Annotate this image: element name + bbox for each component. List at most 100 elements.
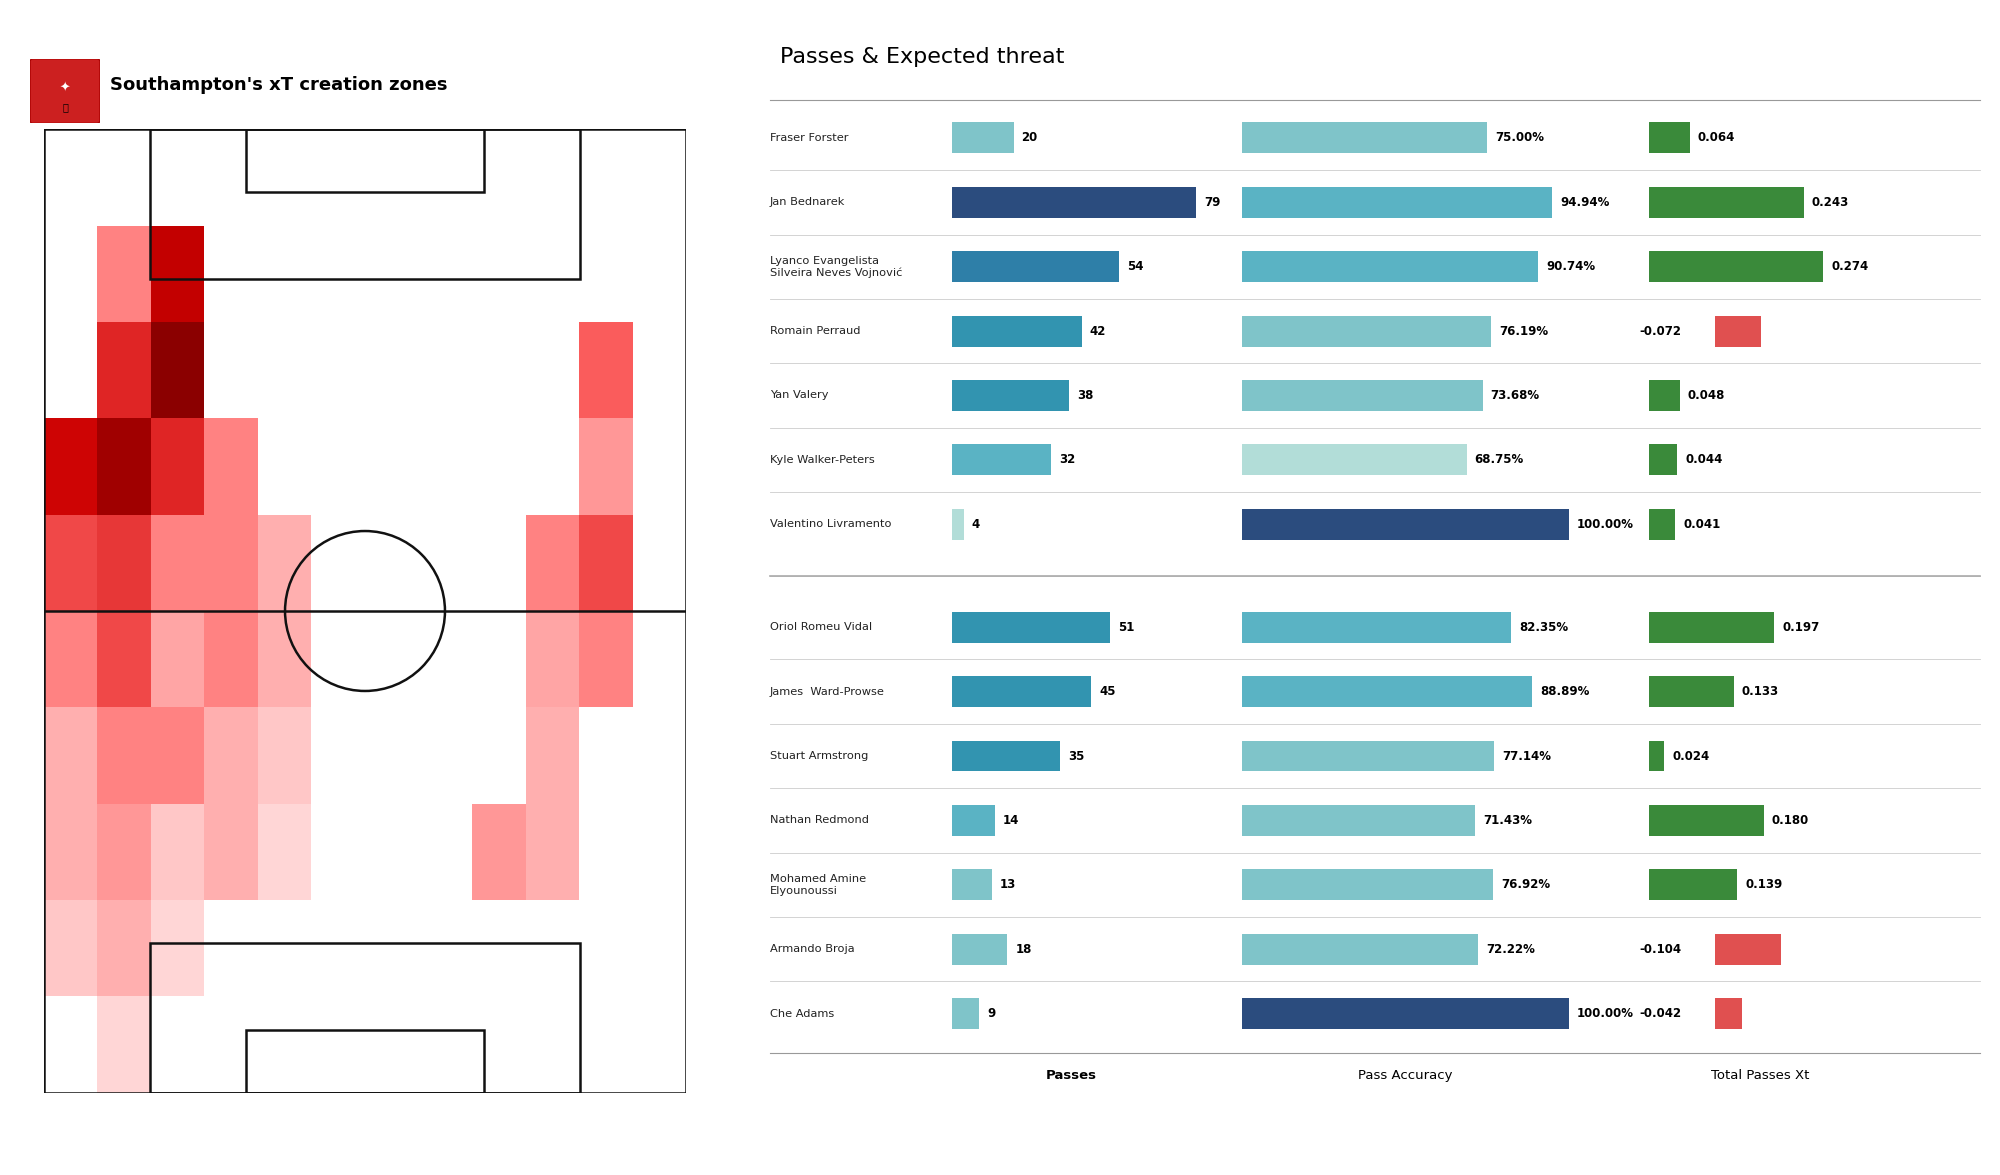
Bar [204,418,258,515]
Text: Fraser Forster: Fraser Forster [770,133,848,143]
Text: 88.89%: 88.89% [1540,685,1590,698]
Bar [258,804,312,900]
Text: 20: 20 [1022,132,1038,145]
Bar [150,226,204,322]
Bar [580,611,632,707]
Bar [150,611,204,707]
Text: -0.104: -0.104 [1640,942,1682,955]
Text: Armando Broja: Armando Broja [770,945,854,954]
Text: 14: 14 [1002,814,1020,827]
Bar [98,707,150,804]
Bar [44,804,98,900]
Text: 45: 45 [1100,685,1116,698]
Text: Stuart Armstrong: Stuart Armstrong [770,751,868,761]
Text: Valentino Livramento: Valentino Livramento [770,519,892,529]
Bar [204,611,258,707]
Text: 0.133: 0.133 [1742,685,1778,698]
Text: 68.75%: 68.75% [1474,454,1524,466]
Text: -0.072: -0.072 [1640,324,1682,337]
Text: 72.22%: 72.22% [1486,942,1534,955]
Text: 42: 42 [1090,324,1106,337]
Text: Jan Bednarek: Jan Bednarek [770,197,846,207]
Bar [150,944,580,1093]
Bar [204,804,258,900]
Bar [98,996,150,1093]
Text: Lyanco Evangelista
Silveira Neves Vojnović: Lyanco Evangelista Silveira Neves Vojnov… [770,256,902,277]
Bar [526,804,580,900]
Text: ✦: ✦ [60,81,70,94]
Bar [246,1030,484,1093]
Text: 76.92%: 76.92% [1502,878,1550,892]
Bar [150,804,204,900]
Bar [98,611,150,707]
Text: 35: 35 [1068,750,1084,763]
Text: Oriol Romeu Vidal: Oriol Romeu Vidal [770,623,872,632]
Text: 18: 18 [1016,942,1032,955]
Text: 0.044: 0.044 [1686,454,1722,466]
Text: 0.197: 0.197 [1782,620,1820,633]
Bar [580,322,632,418]
Text: 0.048: 0.048 [1688,389,1724,402]
Bar [580,418,632,515]
Text: Mohamed Amine
Elyounoussi: Mohamed Amine Elyounoussi [770,874,866,895]
Bar [98,226,150,322]
Text: Southampton's xT creation zones: Southampton's xT creation zones [110,75,448,94]
Text: James  Ward-Prowse: James Ward-Prowse [770,686,884,697]
Text: 90.74%: 90.74% [1546,260,1596,274]
Text: 4: 4 [972,518,980,531]
Bar [150,707,204,804]
Text: 0.139: 0.139 [1746,878,1782,892]
Text: 77.14%: 77.14% [1502,750,1550,763]
Bar [580,515,632,611]
Text: Passes & Expected threat: Passes & Expected threat [780,47,1064,67]
Bar [150,129,580,278]
Bar [204,707,258,804]
Text: 9: 9 [988,1007,996,1020]
Text: Total Passes Xt: Total Passes Xt [1710,1068,1808,1082]
Bar [44,611,98,707]
Bar [150,322,204,418]
Bar [44,515,98,611]
Text: 75.00%: 75.00% [1494,132,1544,145]
Text: 79: 79 [1204,196,1220,209]
Text: 82.35%: 82.35% [1518,620,1568,633]
Bar [44,418,98,515]
Text: Passes: Passes [1046,1068,1096,1082]
Bar [98,322,150,418]
Text: Kyle Walker-Peters: Kyle Walker-Peters [770,455,874,465]
Text: 100.00%: 100.00% [1576,1007,1634,1020]
Bar [526,611,580,707]
Bar [150,515,204,611]
Text: 51: 51 [1118,620,1134,633]
Text: 0.180: 0.180 [1772,814,1808,827]
Text: -0.042: -0.042 [1640,1007,1682,1020]
Text: 0.274: 0.274 [1832,260,1868,274]
Bar [472,804,526,900]
Text: 0.064: 0.064 [1698,132,1736,145]
Text: ⚽: ⚽ [62,102,68,113]
Bar [526,707,580,804]
Text: 0.041: 0.041 [1684,518,1720,531]
Bar [44,900,98,996]
Text: 94.94%: 94.94% [1560,196,1610,209]
Bar [526,515,580,611]
Text: 38: 38 [1078,389,1094,402]
Bar [98,515,150,611]
Bar [258,707,312,804]
Bar [98,900,150,996]
Bar [204,515,258,611]
Bar [44,707,98,804]
Bar [150,418,204,515]
Text: 13: 13 [1000,878,1016,892]
Text: Che Adams: Che Adams [770,1008,834,1019]
Text: 73.68%: 73.68% [1490,389,1540,402]
Bar [98,418,150,515]
Bar [258,515,312,611]
Text: Nathan Redmond: Nathan Redmond [770,815,868,825]
Text: Yan Valery: Yan Valery [770,390,828,401]
Text: 0.024: 0.024 [1672,750,1710,763]
FancyBboxPatch shape [30,59,100,123]
Text: 100.00%: 100.00% [1576,518,1634,531]
Text: 54: 54 [1126,260,1144,274]
Bar [98,804,150,900]
